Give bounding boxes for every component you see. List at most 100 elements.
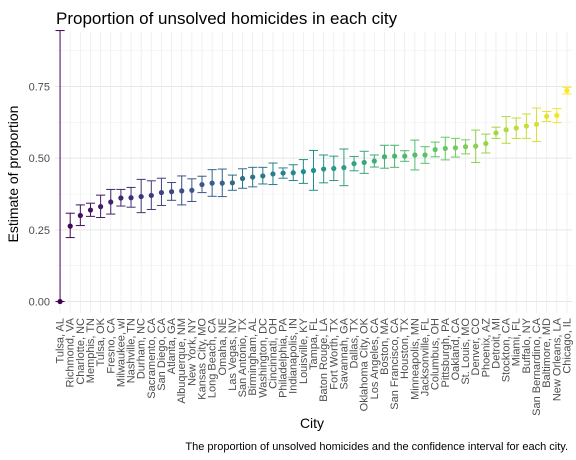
estimate-point [452,145,459,151]
x-tick-label: Fort Worth, TX [328,317,340,389]
x-tick-label: Tulsa, AL [55,318,67,363]
x-tick-label: San Francisco, CA [389,317,401,409]
x-tick-label: Chicago, IL [561,318,573,374]
city-errorbar [106,188,116,215]
estimate-point [310,167,317,174]
city-errorbar [491,126,501,139]
x-tick-label: Minneapolis, MN [409,318,421,400]
estimate-point [503,127,509,133]
estimate-point [432,146,438,153]
estimate-point [513,125,519,131]
estimate-point [564,87,570,94]
x-tick-label: Kansas City, MO [196,318,208,400]
y-tick-label: 0.25 [29,225,50,237]
x-tick-label: Dallas, TX [349,317,361,368]
x-tick-label: San Diego, CA [156,317,168,390]
x-tick-label: Cincinnati, OH [267,318,279,389]
x-tick-label: Memphis, TN [85,318,97,383]
city-errorbar [501,116,511,144]
city-errorbar [268,162,278,186]
estimate-point [118,195,124,201]
estimate-point [148,192,154,199]
city-errorbar [146,180,156,210]
estimate-point [138,193,144,200]
x-tick-label: Oklahoma City, OK [359,317,371,411]
estimate-point [402,153,408,159]
estimate-point [158,189,165,196]
x-tick-label: Charlotte, NC [75,318,87,385]
x-tick-label: Jacksonville, FL [420,318,432,396]
city-errorbar [237,168,248,189]
city-errorbar [511,117,521,139]
x-tick-label: Baton Rouge, LA [318,317,330,401]
x-tick-label: Philadelphia, PA [278,317,290,398]
city-errorbar [349,155,359,172]
x-tick-label: Las Vegas, NV [227,317,239,390]
estimate-point [270,171,276,177]
city-errorbar [55,30,65,305]
city-errorbar [278,167,288,179]
city-errorbar [359,150,369,174]
city-errorbar [177,175,187,206]
x-tick-label: Detroit, MI [490,318,502,369]
x-tick-label: Houston, TX [399,317,411,379]
estimate-point [523,123,529,129]
city-errorbar [521,113,531,139]
x-tick-label: San Antonio, TX [237,317,249,397]
x-tick-label: Sacramento, CA [146,317,158,398]
city-errorbar [430,141,440,158]
estimate-point [219,180,225,186]
y-tick-label: 0.50 [29,153,50,165]
x-tick-label: Denver, CO [470,318,482,376]
x-tick-label: Tulsa, OK [95,317,107,366]
city-errorbar [410,139,420,171]
estimate-point [412,152,418,158]
x-tick-label: Buffalo, NY [521,317,533,373]
x-tick-label: Omaha, NE [217,318,229,375]
chart-marks [55,30,572,305]
estimate-point [473,143,479,149]
estimate-point [554,112,560,119]
x-tick-label: Durham, NC [136,318,148,379]
estimate-point [341,165,347,171]
x-tick-label: Nashville, TN [126,318,138,383]
city-errorbar [329,155,339,182]
x-tick-label: New Orleans, LA [551,317,563,401]
estimate-point [87,207,94,213]
x-tick-label: Fresno, CA [105,317,117,373]
city-errorbar [390,144,400,168]
x-tick-label: San Bernardino, CA [531,317,543,415]
estimate-point [67,223,73,229]
estimate-point [493,130,499,136]
city-errorbar [481,133,491,154]
city-errorbar [450,137,460,158]
y-axis-title: Estimate of proportion [5,106,21,243]
city-errorbar [75,204,85,227]
x-tick-label: Los Angeles, CA [369,317,381,399]
x-tick-label: Columbus, OH [430,318,442,390]
x-tick-label: Pittsburgh, PA [440,317,452,387]
x-tick-label: Louisville, KY [298,317,310,384]
estimate-point [351,161,357,167]
city-errorbar [298,159,308,184]
city-errorbar [126,186,136,208]
x-tick-label: Oakland, CA [450,317,462,380]
city-errorbar [65,212,75,239]
estimate-point [108,199,114,205]
x-tick-label: Tampa, FL [308,318,320,370]
city-errorbar [227,174,237,191]
city-errorbar [85,202,96,217]
estimate-point [321,166,327,172]
city-errorbar [96,194,106,219]
estimate-point [199,181,205,188]
x-tick-label: Phoenix, AZ [480,318,492,378]
estimate-point [239,175,246,182]
estimate-point [442,145,448,152]
estimate-point [483,140,489,147]
city-errorbar [471,129,481,163]
city-errorbar [136,178,146,214]
city-errorbar [116,188,126,207]
x-tick-label: Atlanta, GA [166,317,178,374]
estimate-point [280,170,286,176]
